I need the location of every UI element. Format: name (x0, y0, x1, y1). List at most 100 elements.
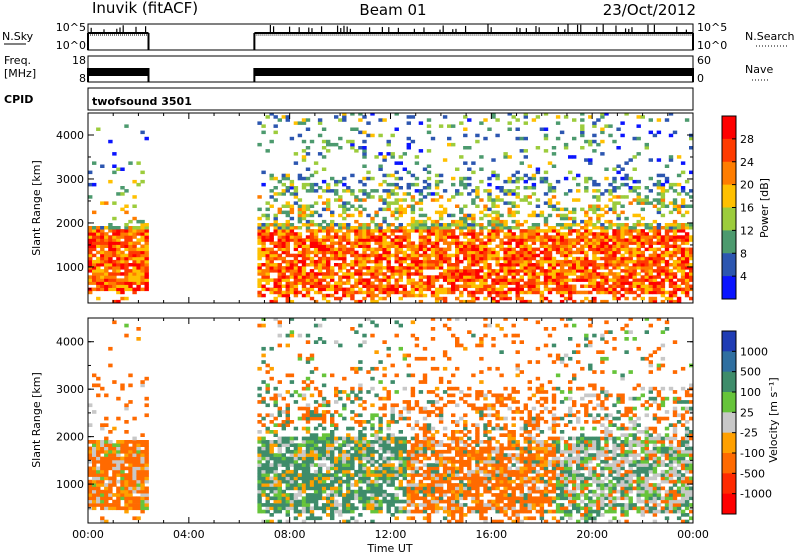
data-cell (398, 235, 403, 239)
data-cell (596, 238, 601, 242)
data-cell (281, 476, 286, 481)
data-cell (382, 250, 387, 255)
data-cell (136, 269, 141, 273)
data-cell (640, 244, 645, 248)
data-cell (346, 275, 351, 279)
data-cell (394, 207, 399, 212)
data-cell (265, 496, 270, 501)
data-cell (366, 446, 371, 451)
data-cell (668, 269, 674, 273)
data-cell (273, 476, 278, 481)
data-cell (438, 266, 444, 270)
data-cell (297, 503, 303, 507)
data-cell (313, 496, 319, 501)
freq-tick-top: 18 (72, 54, 86, 67)
data-cell (511, 263, 516, 267)
data-cell (616, 235, 621, 239)
data-cell (116, 284, 121, 288)
data-cell (346, 459, 351, 464)
data-cell (313, 516, 319, 521)
data-cell (535, 253, 541, 258)
data-cell (551, 272, 557, 276)
data-cell (342, 176, 347, 181)
data-cell (317, 493, 323, 497)
data-cell (346, 139, 351, 144)
data-cell (92, 281, 97, 285)
freq-label-line1: Freq. (4, 54, 31, 67)
data-cell (438, 173, 444, 178)
data-cell (338, 263, 343, 267)
data-cell (350, 440, 355, 444)
data-cell (511, 269, 516, 273)
data-cell (273, 486, 278, 491)
data-cell (527, 266, 532, 270)
data-cell (479, 223, 484, 227)
data-cell (116, 299, 121, 303)
data-cell (479, 284, 484, 288)
data-cell (628, 284, 633, 288)
data-cell (338, 459, 343, 464)
data-cell (386, 259, 391, 264)
data-cell (321, 272, 327, 276)
data-cell (140, 449, 145, 454)
data-cell (350, 476, 355, 481)
data-cell (281, 456, 286, 461)
data-cell (370, 238, 375, 242)
data-cell (362, 189, 367, 193)
data-cell (277, 244, 282, 248)
data-cell (293, 259, 299, 264)
data-cell (273, 396, 278, 401)
data-cell (418, 278, 424, 282)
data-cell (422, 213, 428, 218)
data-cell (547, 186, 553, 190)
data-cell (689, 275, 693, 279)
data-cell (92, 493, 97, 497)
data-cell (402, 167, 407, 171)
data-cell (358, 281, 363, 285)
nsearch-tick-bottom: 10^0 (697, 39, 727, 52)
data-cell (261, 241, 266, 245)
data-cell (265, 403, 270, 408)
data-cell (136, 453, 141, 457)
data-cell (261, 247, 266, 252)
data-cell (330, 176, 335, 181)
data-cell (676, 296, 682, 301)
data-cell (362, 443, 367, 447)
data-cell (535, 259, 541, 264)
data-cell (640, 250, 645, 255)
data-cell (269, 263, 274, 267)
data-cell (580, 290, 585, 295)
data-cell (136, 161, 141, 165)
data-cell (354, 443, 359, 447)
data-cell (92, 453, 97, 457)
data-cell (305, 496, 311, 501)
data-cell (362, 241, 367, 245)
data-cell (668, 293, 674, 298)
data-cell (104, 201, 109, 205)
data-cell (334, 410, 339, 414)
data-cell (309, 440, 315, 444)
data-cell (487, 213, 492, 218)
data-cell (128, 476, 133, 481)
data-cell (596, 195, 601, 199)
data-cell (672, 250, 678, 255)
data-cell (414, 337, 420, 341)
data-cell (305, 499, 311, 504)
data-cell (261, 380, 266, 384)
data-cell (116, 396, 121, 401)
cpid-value: twofsound 3501 (92, 95, 192, 108)
data-cell (358, 179, 363, 184)
data-cell (88, 453, 93, 457)
data-cell (568, 226, 573, 230)
data-cell (338, 390, 343, 394)
data-cell (487, 256, 492, 261)
data-cell (309, 436, 315, 441)
data-cell (592, 223, 597, 227)
data-cell (136, 263, 141, 267)
data-cell (277, 453, 282, 457)
data-cell (402, 192, 407, 196)
data-cell (334, 506, 339, 511)
data-cell (406, 509, 411, 514)
data-cell (503, 293, 508, 298)
data-cell (438, 259, 444, 264)
